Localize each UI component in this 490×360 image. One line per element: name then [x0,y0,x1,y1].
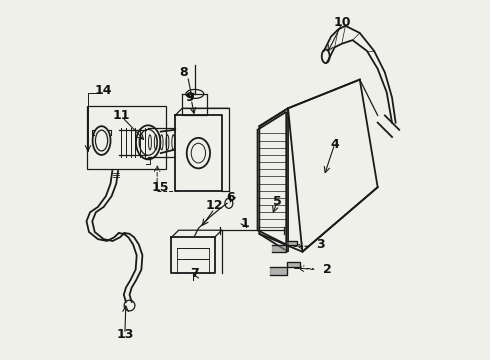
Text: 15: 15 [152,181,170,194]
Text: 6: 6 [226,192,235,204]
Text: 4: 4 [330,138,339,150]
Text: 3: 3 [316,238,324,251]
Polygon shape [270,262,300,275]
Text: 2: 2 [323,263,332,276]
Text: 10: 10 [333,16,350,29]
Text: 13: 13 [116,328,134,341]
Text: 1: 1 [241,216,249,230]
Text: 12: 12 [206,199,223,212]
Bar [87,107,166,169]
Text: 7: 7 [191,267,199,280]
Text: 9: 9 [185,91,194,104]
Polygon shape [272,241,297,252]
Text: 8: 8 [180,66,188,79]
Text: 14: 14 [95,84,112,97]
Text: 5: 5 [273,195,282,208]
Text: 11: 11 [113,109,130,122]
